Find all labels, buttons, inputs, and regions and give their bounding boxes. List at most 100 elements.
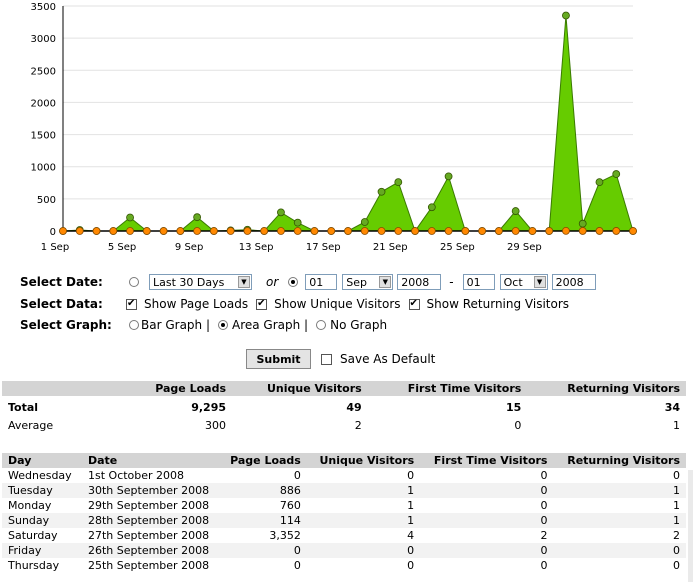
scrollbar[interactable] bbox=[688, 470, 693, 582]
average-page-loads: 300 bbox=[205, 419, 226, 432]
chevron-down-icon: ▼ bbox=[379, 276, 392, 288]
cell-returning: 1 bbox=[553, 513, 686, 528]
returning-visitors-point bbox=[578, 227, 587, 235]
page-loads-point bbox=[293, 218, 302, 227]
page-loads-point bbox=[595, 178, 604, 187]
x-tick-label: 5 Sep bbox=[108, 242, 136, 253]
returning-visitors-point bbox=[427, 227, 436, 235]
to-month-select[interactable]: Oct ▼ bbox=[499, 274, 548, 290]
chevron-down-icon: ▼ bbox=[533, 276, 546, 288]
page-loads-point bbox=[444, 172, 453, 181]
cell-date: 28th September 2008 bbox=[82, 513, 219, 528]
table-row: Tuesday 30th September 2008 886 1 0 1 bbox=[2, 483, 686, 498]
total-first-time: 15 bbox=[506, 400, 522, 414]
x-tick-label: 9 Sep bbox=[175, 242, 203, 253]
average-first-time: 0 bbox=[514, 419, 522, 432]
cell-returning: 0 bbox=[673, 559, 680, 572]
cell-page-loads: 886 bbox=[219, 483, 307, 498]
returning-visitors-checkbox[interactable] bbox=[408, 298, 420, 310]
chart-svg: 0 500 1000 1500 2000 2500 3000 3500 1 Sep 5 Sep 9 … bbox=[31, 2, 637, 253]
no-graph-radio[interactable] bbox=[316, 320, 327, 330]
page-loads-checkbox[interactable] bbox=[126, 298, 137, 310]
returning-visitors-point bbox=[360, 227, 369, 235]
daily-header-returning: Returning Visitors bbox=[553, 453, 686, 468]
page-loads-point bbox=[562, 11, 570, 20]
returning-visitors-point bbox=[310, 227, 319, 235]
total-returning: 34 bbox=[664, 400, 680, 414]
no-graph-label: No Graph bbox=[330, 318, 388, 332]
returning-visitors-point bbox=[293, 227, 302, 235]
from-month-select[interactable]: Sep ▼ bbox=[342, 274, 394, 290]
returning-visitors-point bbox=[528, 227, 537, 235]
returning-visitors-point bbox=[595, 227, 604, 235]
cell-day: Thursday bbox=[8, 559, 60, 572]
cell-unique: 0 bbox=[306, 543, 421, 558]
cell-page-loads: 114 bbox=[219, 513, 307, 528]
cell-date: 29th September 2008 bbox=[88, 499, 210, 512]
cell-day: Friday bbox=[2, 543, 82, 558]
y-tick-label: 2500 bbox=[31, 66, 56, 77]
total-label: Total bbox=[8, 400, 39, 414]
range-select[interactable]: Last 30 Days ▼ bbox=[149, 274, 252, 290]
returning-visitors-point bbox=[126, 227, 134, 235]
cell-returning: 1 bbox=[553, 483, 686, 498]
page-loads-point bbox=[511, 207, 520, 215]
returning-visitors-point bbox=[444, 227, 453, 235]
unique-visitors-checkbox[interactable] bbox=[256, 298, 268, 310]
table-row: Thursday 25th September 2008 0 0 0 0 bbox=[2, 558, 686, 573]
select-data-label: Select Data: bbox=[20, 297, 103, 311]
page-loads-point bbox=[377, 187, 386, 196]
cell-unique: 0 bbox=[407, 559, 415, 572]
from-day-field[interactable]: 01 bbox=[305, 274, 338, 290]
select-graph-label: Select Graph: bbox=[20, 318, 112, 332]
average-returning: 1 bbox=[673, 419, 680, 432]
returning-visitors-point bbox=[75, 227, 84, 235]
select-graph-row: Select Graph: Bar Graph | Area Graph | N… bbox=[20, 315, 387, 335]
y-tick-label: 3500 bbox=[31, 2, 56, 13]
returning-visitors-point bbox=[193, 227, 202, 235]
table-row: Friday 26th September 2008 0 0 0 0 bbox=[2, 543, 686, 558]
custom-date-radio[interactable] bbox=[288, 277, 299, 287]
cell-unique: 4 bbox=[407, 529, 415, 542]
range-radio[interactable] bbox=[129, 277, 139, 287]
y-tick-label: 1500 bbox=[31, 131, 56, 142]
returning-visitors-point bbox=[344, 227, 352, 235]
cell-unique: 1 bbox=[306, 513, 421, 528]
submit-button[interactable]: Submit bbox=[246, 349, 311, 369]
to-year-field[interactable]: 2008 bbox=[551, 274, 596, 290]
average-unique: 2 bbox=[354, 419, 362, 432]
from-year-value: 2008 bbox=[401, 275, 430, 289]
bar-graph-radio[interactable] bbox=[129, 320, 139, 330]
table-row: Monday 29th September 2008 760 1 0 1 bbox=[2, 498, 686, 513]
page-loads-label: Show Page Loads bbox=[144, 297, 249, 311]
cell-returning: 0 bbox=[553, 543, 686, 558]
daily-header-unique: Unique Visitors bbox=[306, 453, 421, 468]
save-default-checkbox[interactable] bbox=[321, 353, 332, 365]
x-tick-label: 29 Sep bbox=[507, 242, 542, 253]
daily-header-day: Day bbox=[2, 453, 82, 468]
table-row: Sunday 28th September 2008 114 1 0 1 bbox=[2, 513, 686, 528]
cell-unique: 1 bbox=[407, 499, 415, 512]
cell-day: Tuesday bbox=[2, 483, 82, 498]
page-loads-point bbox=[612, 170, 621, 178]
returning-visitors-point bbox=[494, 227, 503, 235]
daily-header-first-time: First Time Visitors bbox=[420, 453, 554, 468]
cell-unique: 1 bbox=[306, 483, 421, 498]
cell-first-time: 2 bbox=[540, 529, 548, 542]
returning-visitors-point bbox=[109, 227, 118, 235]
y-tick-label: 1000 bbox=[31, 163, 56, 174]
area-graph-radio[interactable] bbox=[218, 320, 228, 330]
from-day-value: 01 bbox=[309, 275, 324, 289]
cell-first-time: 0 bbox=[540, 469, 548, 482]
page-loads-point bbox=[126, 213, 134, 222]
summary-average-row: Average 300 2 0 1 bbox=[2, 418, 686, 433]
x-tick-label: 1 Sep bbox=[41, 242, 69, 253]
to-day-field[interactable]: 01 bbox=[462, 274, 495, 290]
returning-visitors-point bbox=[59, 227, 67, 235]
date-dash: - bbox=[449, 275, 454, 289]
from-year-field[interactable]: 2008 bbox=[397, 274, 442, 290]
returning-visitors-point bbox=[478, 227, 487, 235]
x-tick-label: 17 Sep bbox=[306, 242, 341, 253]
returning-visitors-point bbox=[260, 227, 269, 235]
cell-day: Sunday bbox=[2, 513, 82, 528]
